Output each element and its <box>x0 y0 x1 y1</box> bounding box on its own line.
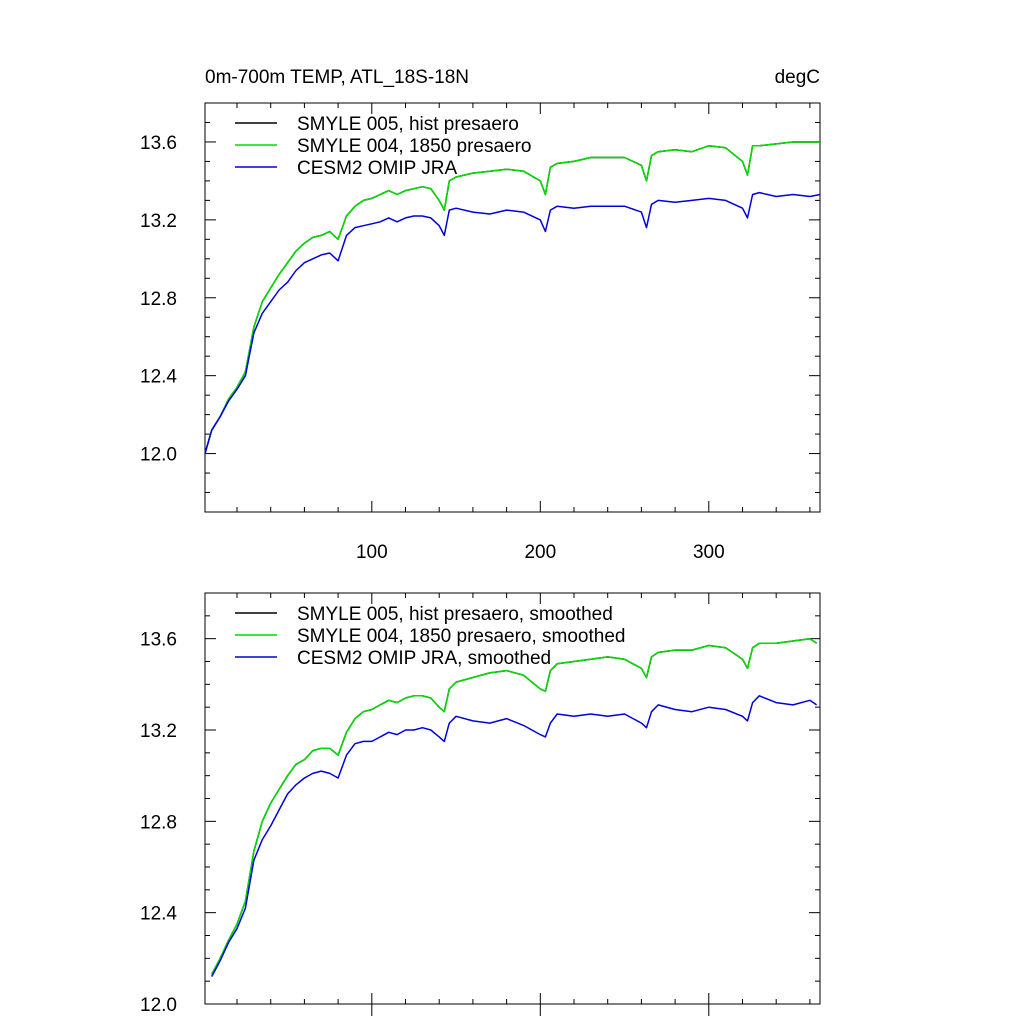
series-line-2 <box>211 695 818 977</box>
legend-label: CESM2 OMIP JRA, smoothed <box>297 648 551 669</box>
chart-title: 0m-700m TEMP, ATL_18S-18N <box>205 67 469 88</box>
y-tick-label: 13.2 <box>140 211 177 232</box>
y-tick-label: 13.6 <box>140 133 177 154</box>
x-tick-label: 100 <box>356 542 388 563</box>
series-line-2 <box>204 191 821 454</box>
top-panel: 100 200 300 12.0 12.4 12.8 13.2 13.6 0m-700m TEM… <box>140 67 821 563</box>
series-line-0 <box>211 637 818 975</box>
bottom-panel: 12.0 12.4 12.8 13.2 13.6 SMYLE 005, hist pres… <box>140 592 821 1016</box>
series-line-1 <box>204 141 820 454</box>
legend-label: SMYLE 005, hist presaero, smoothed <box>297 604 613 625</box>
legend-label: CESM2 OMIP JRA <box>297 158 457 179</box>
series-line-1 <box>211 637 818 975</box>
legend-label: SMYLE 004, 1850 presaero, smoothed <box>297 626 625 647</box>
legend-label: SMYLE 005, hist presaero <box>297 114 519 135</box>
y-tick-label: 13.6 <box>140 630 177 651</box>
legend-label: SMYLE 004, 1850 presaero <box>297 136 532 157</box>
y-tick-label: 12.0 <box>140 445 177 466</box>
y-tick-label: 12.8 <box>140 289 177 310</box>
y-tick-label: 12.4 <box>140 904 177 925</box>
y-tick-label: 13.2 <box>140 721 177 742</box>
units-label: degC <box>775 67 820 88</box>
series-line-0 <box>204 141 820 454</box>
y-tick-label: 12.8 <box>140 812 177 833</box>
y-tick-label: 12.0 <box>140 995 177 1016</box>
plot-frame <box>204 102 821 513</box>
x-tick-label: 300 <box>693 542 725 563</box>
x-tick-label: 200 <box>524 542 556 563</box>
y-tick-label: 12.4 <box>140 367 177 388</box>
